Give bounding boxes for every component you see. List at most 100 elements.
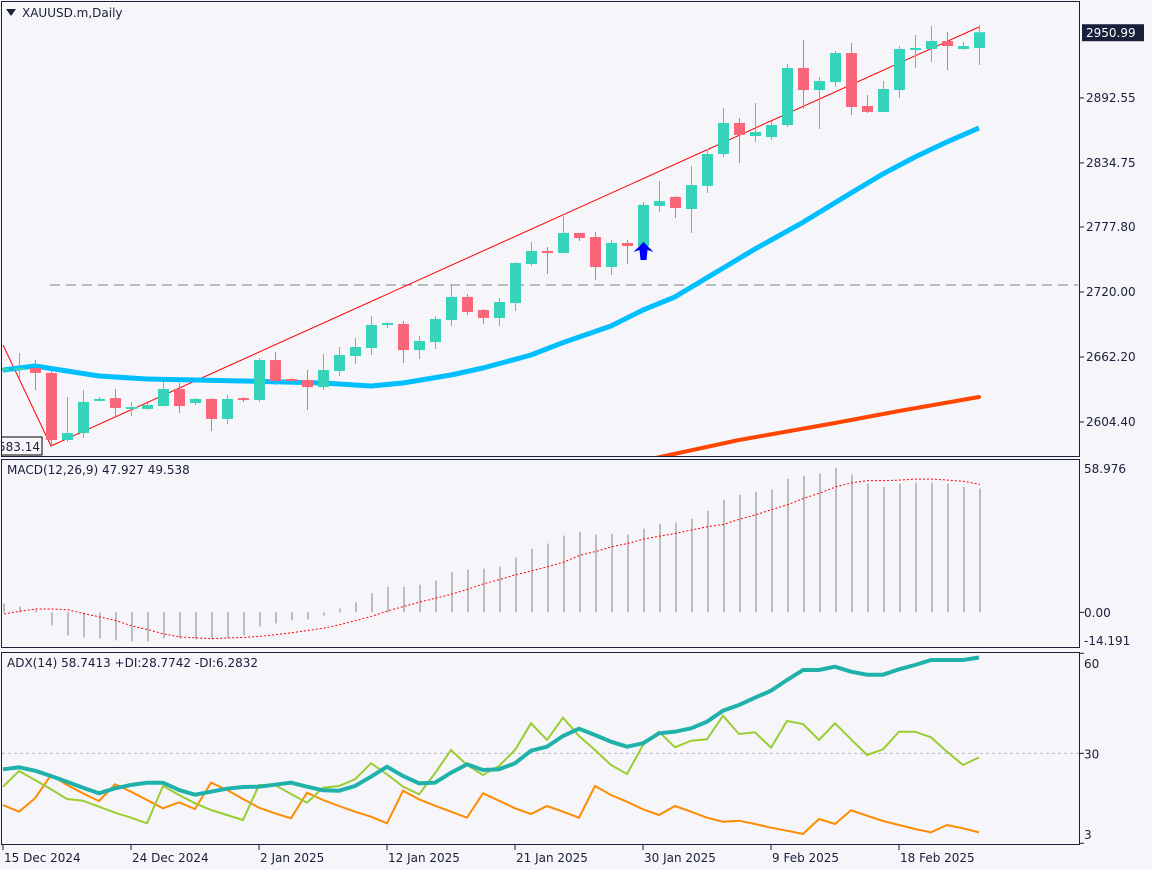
candle bbox=[910, 35, 921, 68]
candle bbox=[414, 335, 425, 360]
trendline bbox=[2, 26, 980, 447]
macd-histogram-bar bbox=[899, 483, 901, 613]
dropdown-triangle-icon[interactable] bbox=[6, 9, 16, 16]
macd-histogram-bar bbox=[339, 608, 341, 613]
candle bbox=[398, 321, 409, 363]
candle-body bbox=[478, 309, 489, 318]
macd-histogram-bar bbox=[275, 612, 277, 624]
candle-body bbox=[254, 360, 265, 400]
macd-histogram-bar bbox=[659, 523, 661, 613]
macd-histogram-bar bbox=[67, 612, 69, 636]
candle bbox=[206, 398, 217, 432]
date-tick-label: 15 Dec 2024 bbox=[4, 851, 81, 865]
candle bbox=[638, 202, 649, 247]
candle-body bbox=[174, 389, 185, 407]
candle bbox=[158, 381, 169, 407]
candle-body bbox=[190, 398, 201, 403]
macd-histogram-bar bbox=[755, 491, 757, 613]
candle-body bbox=[686, 185, 697, 210]
candle bbox=[670, 195, 681, 219]
macd-histogram-bar bbox=[387, 586, 389, 613]
macd-histogram-bar bbox=[563, 535, 565, 613]
candle-body bbox=[750, 131, 761, 137]
macd-histogram-bar bbox=[531, 548, 533, 613]
macd-histogram-bar bbox=[3, 603, 5, 613]
candle-body bbox=[270, 360, 281, 381]
candle bbox=[14, 352, 25, 379]
date-tick-label: 24 Dec 2024 bbox=[132, 851, 209, 865]
candle bbox=[926, 26, 937, 63]
candle-body bbox=[126, 407, 137, 410]
candle bbox=[126, 401, 137, 417]
chart-title[interactable]: XAUUSD.m,Daily bbox=[6, 6, 123, 20]
candle bbox=[238, 397, 249, 402]
candle bbox=[814, 76, 825, 130]
macd-histogram-bar bbox=[19, 606, 21, 613]
macd-histogram-bar bbox=[643, 528, 645, 613]
candle bbox=[766, 120, 777, 140]
candle bbox=[958, 42, 969, 50]
candle-body bbox=[766, 124, 777, 138]
candle-body bbox=[414, 341, 425, 351]
macd-histogram-bar bbox=[179, 612, 181, 639]
candle-body bbox=[782, 67, 793, 125]
price-panel[interactable]: 2583.14 bbox=[0, 25, 1078, 461]
candle-body bbox=[574, 232, 585, 239]
price-tick-label: 2834.75 bbox=[1086, 156, 1136, 170]
macd-histogram-bar bbox=[35, 609, 37, 613]
macd-histogram-bar bbox=[99, 612, 101, 639]
candle bbox=[622, 240, 633, 264]
macd-histogram-bar bbox=[419, 584, 421, 613]
candle-body bbox=[430, 318, 441, 343]
candle-body bbox=[158, 389, 169, 407]
candle bbox=[862, 94, 873, 113]
macd-histogram-bar bbox=[83, 612, 85, 638]
current-price-label: 2950.99 bbox=[1086, 26, 1136, 40]
candle-body bbox=[14, 368, 25, 371]
macd-histogram-bar bbox=[163, 612, 165, 639]
candle bbox=[222, 395, 233, 425]
macd-tick-label: -14.191 bbox=[1084, 634, 1130, 648]
candle bbox=[878, 81, 889, 112]
macd-histogram-bar bbox=[851, 474, 853, 613]
candle-body bbox=[974, 32, 985, 48]
candle bbox=[430, 315, 441, 350]
candle bbox=[334, 346, 345, 377]
candle bbox=[846, 43, 857, 115]
candle-body bbox=[526, 250, 537, 264]
price-tick-label: 2777.80 bbox=[1086, 220, 1136, 234]
slow-moving-average bbox=[655, 395, 981, 456]
candle bbox=[510, 261, 521, 312]
macd-histogram-bar bbox=[259, 612, 261, 627]
candle-body bbox=[718, 122, 729, 155]
macd-histogram-bar bbox=[707, 510, 709, 613]
candle-body bbox=[654, 201, 665, 206]
candle bbox=[62, 397, 73, 443]
macd-histogram-bar bbox=[771, 489, 773, 613]
candle-body bbox=[382, 323, 393, 326]
macd-panel[interactable] bbox=[3, 467, 981, 642]
macd-histogram-bar bbox=[195, 612, 197, 640]
candle-body bbox=[958, 46, 969, 49]
macd-histogram-bar bbox=[451, 572, 453, 613]
candle bbox=[974, 25, 985, 66]
macd-histogram-bar bbox=[483, 568, 485, 613]
macd-panel-border bbox=[1, 459, 1080, 648]
candle-body bbox=[846, 53, 857, 108]
candle-body bbox=[910, 47, 921, 50]
adx-panel[interactable] bbox=[2, 655, 1079, 836]
macd-histogram-bar bbox=[499, 566, 501, 613]
candle-body bbox=[366, 324, 377, 349]
candle-body bbox=[622, 242, 633, 247]
macd-histogram-bar bbox=[611, 533, 613, 613]
macd-tick-label: 58.976 bbox=[1084, 462, 1126, 476]
candle bbox=[46, 369, 57, 446]
macd-histogram-bar bbox=[723, 499, 725, 613]
candle bbox=[30, 360, 41, 390]
minus-di-line bbox=[2, 773, 980, 836]
candle-body bbox=[798, 67, 809, 91]
trendline-price-label: 2583.14 bbox=[2, 436, 43, 456]
axes: 2892.55 2834.75 2777.80 2720.00 2662.20 2604.… bbox=[2, 24, 1144, 865]
candle bbox=[94, 397, 105, 401]
